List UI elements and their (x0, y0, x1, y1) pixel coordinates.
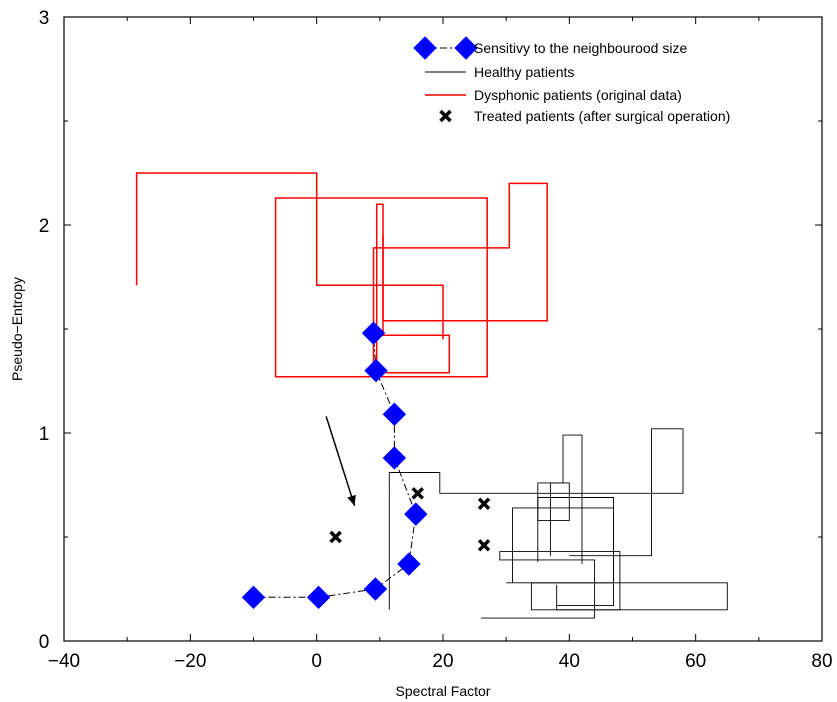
healthy-patient-line (480, 551, 621, 619)
healthy-patient-line (537, 434, 583, 564)
y-tick-label: 2 (39, 216, 50, 237)
legend-swatch-marker (454, 36, 478, 60)
sensitivity-point (397, 552, 421, 576)
legend-label: Dysphonic patients (original data) (474, 87, 682, 103)
dysphonic-patient-line (372, 182, 548, 371)
legend-label: Treated patients (after surgical operati… (474, 108, 730, 124)
x-tick-label: 0 (311, 651, 322, 672)
y-axis-label: Pseudo−Entropy (9, 277, 25, 381)
dysphonic-patient-line (135, 172, 444, 340)
y-tick-label: 0 (39, 632, 50, 653)
dysphonic-patient-line (274, 197, 488, 378)
sensitivity-point (306, 585, 331, 610)
legend-label: Healthy patients (474, 64, 574, 80)
cross-stroke (477, 497, 491, 510)
y-tick-label: 1 (39, 424, 50, 445)
tick-labels: −40 −20 0 20 40 60 80 0 1 2 3 (39, 8, 833, 672)
legend-label: Sensitivy to the neighbourood size (474, 40, 687, 56)
treated-patient-point (477, 539, 491, 552)
healthy-patient-line (530, 582, 728, 611)
axis-ticks (63, 16, 823, 642)
sensitivity-point (364, 358, 388, 383)
cross-stroke (477, 539, 491, 552)
cross-stroke (329, 530, 342, 544)
cross-stroke (439, 109, 452, 123)
sensitivity-point (361, 321, 386, 345)
sensitivity-point (241, 585, 266, 610)
legend-swatch-marker (439, 109, 452, 123)
x-axis-label: Spectral Factor (396, 683, 491, 699)
legend-entry-treated: Treated patients (after surgical operati… (439, 108, 730, 124)
x-tick-label: 60 (685, 651, 706, 672)
arrow-shaft (325, 416, 356, 507)
legend-entry-sensitivity: Sensitivy to the neighbourood size (413, 36, 687, 60)
series-layer (135, 172, 728, 619)
healthy-patient-line (512, 507, 614, 607)
treated-patient-point (477, 497, 491, 510)
arrow-head (347, 494, 356, 506)
annotations (325, 416, 356, 507)
legend: Sensitivy to the neighbourood size Health… (413, 36, 730, 124)
x-tick-label: 80 (811, 651, 832, 672)
sensitivity-point (382, 446, 407, 470)
treated-patient-point (329, 530, 342, 544)
sensitivity-point (404, 502, 428, 526)
legend-entry-dysphonic: Dysphonic patients (original data) (425, 87, 682, 103)
x-tick-label: 40 (559, 651, 580, 672)
cross-stroke (411, 487, 424, 500)
legend-entry-healthy: Healthy patients (425, 64, 574, 80)
sensitivity-point (363, 577, 388, 601)
sensitivity-point (382, 402, 407, 426)
dysphonic-patient-line (375, 203, 451, 374)
x-tick-label: −20 (174, 651, 206, 672)
x-tick-label: −40 (48, 651, 80, 672)
healthy-patient-line (506, 482, 614, 584)
healthy-patient-line (388, 428, 684, 610)
legend-swatch-marker (413, 36, 437, 60)
y-tick-label: 3 (39, 8, 50, 29)
treated-patient-point (411, 487, 424, 500)
x-tick-label: 20 (432, 651, 453, 672)
